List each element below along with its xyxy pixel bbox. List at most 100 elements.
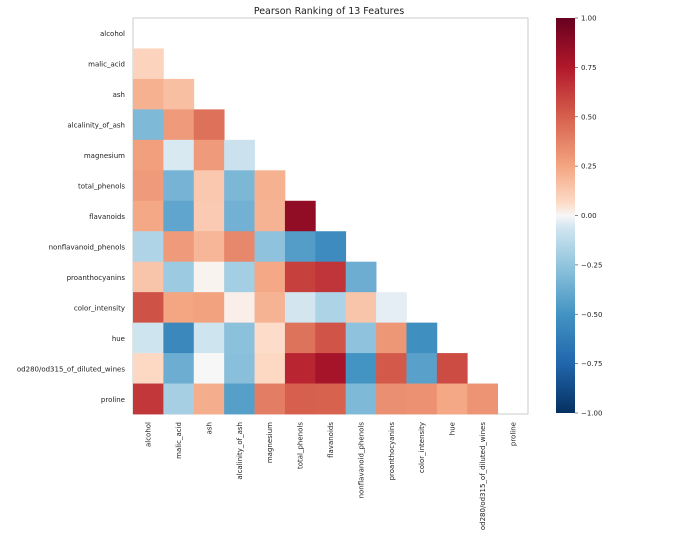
heatmap-cell bbox=[224, 383, 255, 415]
x-tick-label: nonflavanoid_phenols bbox=[357, 422, 365, 499]
heatmap-cell bbox=[163, 139, 195, 171]
heatmap-cell bbox=[406, 353, 438, 384]
chart-title: Pearson Ranking of 13 Features bbox=[254, 6, 404, 17]
heatmap-cell bbox=[193, 383, 225, 415]
heatmap-cell bbox=[133, 353, 164, 384]
heatmap-cell bbox=[193, 170, 225, 202]
x-tick-label: malic_acid bbox=[175, 422, 183, 459]
heatmap-cell bbox=[345, 292, 377, 324]
heatmap-cell bbox=[376, 322, 407, 354]
heatmap-cell bbox=[193, 231, 225, 263]
heatmap-cell bbox=[224, 200, 255, 232]
heatmap-cell bbox=[254, 261, 286, 293]
heatmap-cell bbox=[133, 231, 164, 263]
x-tick-label: flavanoids bbox=[327, 422, 335, 458]
y-tick-label: proline bbox=[101, 396, 125, 404]
heatmap-cell bbox=[133, 170, 164, 202]
heatmap-cell bbox=[315, 322, 347, 354]
colorbar-tick-label: 0.25 bbox=[581, 163, 597, 171]
heatmap-cell bbox=[315, 353, 347, 384]
heatmap-cell bbox=[406, 322, 438, 354]
heatmap-cell bbox=[163, 383, 195, 415]
y-tick-label: od280/od315_of_diluted_wines bbox=[17, 365, 125, 373]
x-tick-label: total_phenols bbox=[297, 422, 305, 469]
heatmap-cell bbox=[163, 78, 195, 110]
heatmap-cell bbox=[163, 353, 195, 384]
heatmap-cell bbox=[376, 353, 407, 384]
heatmap-cell bbox=[254, 292, 286, 324]
heatmap-cell bbox=[436, 353, 468, 384]
heatmap-cell bbox=[254, 383, 286, 415]
heatmap-cell bbox=[254, 231, 286, 263]
heatmap-cell bbox=[133, 109, 164, 141]
heatmap-cell bbox=[133, 322, 164, 354]
heatmap-cell bbox=[224, 170, 255, 202]
y-tick-label: hue bbox=[112, 335, 125, 343]
heatmap-cell bbox=[193, 200, 225, 232]
heatmap-cell bbox=[133, 383, 164, 415]
x-tick-label: alcohol bbox=[145, 422, 153, 447]
heatmap-cell bbox=[254, 200, 286, 232]
heatmap-cell bbox=[254, 322, 286, 354]
heatmap-cell bbox=[193, 292, 225, 324]
heatmap-cell bbox=[224, 322, 255, 354]
heatmap-cell bbox=[376, 383, 407, 415]
heatmap-cell bbox=[345, 353, 377, 384]
heatmap-cell bbox=[163, 292, 195, 324]
heatmap-cell bbox=[376, 292, 407, 324]
heatmap-cell bbox=[254, 353, 286, 384]
heatmap-cell bbox=[315, 231, 347, 263]
x-tick-label: alcalinity_of_ash bbox=[236, 422, 244, 480]
colorbar-tick-label: 0.75 bbox=[581, 64, 597, 72]
colorbar-tick-label: −0.75 bbox=[581, 360, 602, 368]
heatmap-cell bbox=[133, 200, 164, 232]
colorbar-tick-label: −0.50 bbox=[581, 311, 602, 319]
heatmap-cell bbox=[284, 231, 316, 263]
heatmap-cell bbox=[133, 139, 164, 171]
x-tick-labels: alcohol malic_acid ash alcalinity_of_ash mag… bbox=[145, 422, 518, 530]
colorbar-tick-label: −0.25 bbox=[581, 261, 602, 269]
y-tick-label: ash bbox=[113, 91, 125, 99]
heatmap-cell bbox=[284, 261, 316, 293]
y-tick-label: flavanoids bbox=[89, 213, 125, 221]
heatmap-cell bbox=[284, 383, 316, 415]
y-tick-label: alcalinity_of_ash bbox=[67, 122, 125, 130]
x-tick-label: ash bbox=[205, 422, 213, 434]
heatmap-cell bbox=[284, 353, 316, 384]
heatmap-cell bbox=[163, 170, 195, 202]
heatmap-cell bbox=[133, 48, 164, 80]
heatmap-cell bbox=[163, 231, 195, 263]
heatmap-cell bbox=[224, 261, 255, 293]
heatmap-cell bbox=[193, 261, 225, 293]
y-tick-label: color_intensity bbox=[74, 304, 125, 312]
y-tick-label: alcohol bbox=[100, 30, 125, 38]
x-tick-label: od280/od315_of_diluted_wines bbox=[479, 422, 487, 530]
colorbar bbox=[556, 18, 575, 413]
colorbar-tick-label: 0.50 bbox=[581, 113, 597, 121]
y-tick-label: malic_acid bbox=[88, 61, 125, 69]
x-tick-label: proline bbox=[509, 422, 517, 446]
heatmap-cell bbox=[345, 261, 377, 293]
colorbar-tick-label: 0.00 bbox=[581, 212, 597, 220]
x-tick-label: color_intensity bbox=[418, 422, 426, 473]
colorbar-ticks: 1.00 0.75 0.50 0.25 0.00 −0.25 −0.50 −0.75 −1.00 bbox=[575, 15, 602, 418]
heatmap-cell bbox=[345, 322, 377, 354]
heatmap-cell bbox=[193, 109, 225, 141]
heatmap-cell bbox=[284, 292, 316, 324]
heatmap-cell bbox=[193, 322, 225, 354]
heatmap-cell bbox=[163, 322, 195, 354]
heatmap-cell bbox=[224, 353, 255, 384]
heatmap-cell bbox=[193, 139, 225, 171]
heatmap-cell bbox=[224, 292, 255, 324]
heatmap-cell bbox=[193, 353, 225, 384]
heatmap-cell bbox=[315, 292, 347, 324]
y-tick-label: total_phenols bbox=[78, 183, 125, 191]
heatmap-cell bbox=[315, 383, 347, 415]
x-tick-label: magnesium bbox=[266, 422, 274, 463]
heatmap-cell bbox=[467, 383, 499, 415]
colorbar-tick-label: −1.00 bbox=[581, 410, 602, 418]
heatmap-cell bbox=[163, 261, 195, 293]
